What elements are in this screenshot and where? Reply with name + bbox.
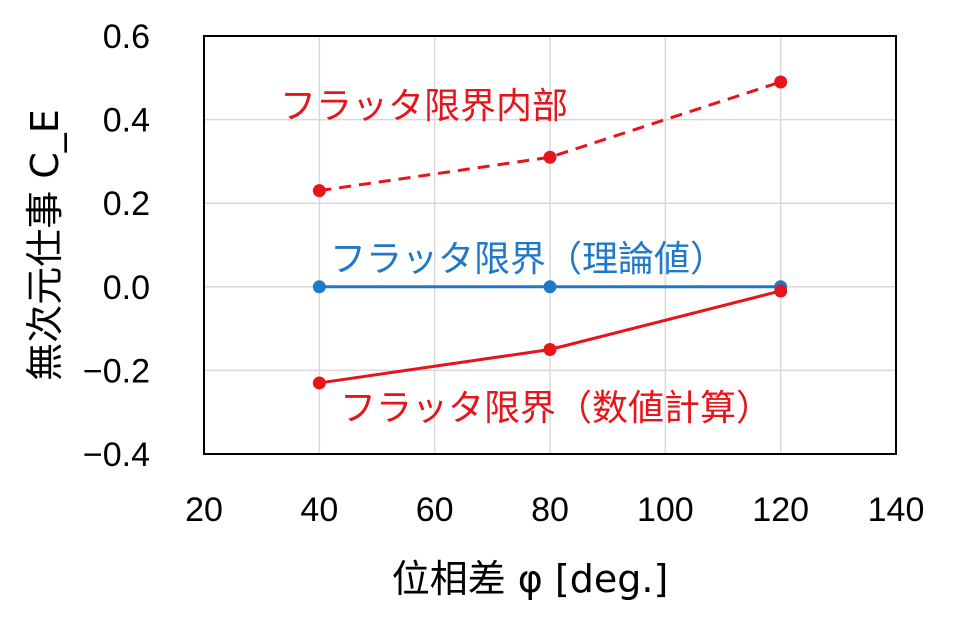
y-tick-label: 0.6 bbox=[103, 18, 150, 56]
x-tick-label: 120 bbox=[752, 491, 809, 529]
series-3-point bbox=[543, 343, 557, 356]
x-axis-title: 位相差 φ [deg.] bbox=[392, 557, 669, 601]
series-3-point bbox=[312, 376, 326, 390]
series-2-point bbox=[312, 280, 326, 294]
series-2-point bbox=[543, 280, 557, 294]
x-tick-label: 100 bbox=[637, 491, 694, 529]
series-3-point bbox=[774, 284, 788, 298]
y-axis-title: 無次元仕事 C_E bbox=[23, 109, 67, 381]
x-tick-label: 60 bbox=[416, 491, 454, 529]
y-tick-label: 0.2 bbox=[103, 185, 150, 223]
x-tick-label: 140 bbox=[868, 491, 925, 529]
annotation-flutter-theory: フラッタ限界（理論値） bbox=[330, 239, 726, 280]
plot-area-frame bbox=[203, 35, 897, 455]
series-1-point bbox=[543, 150, 557, 164]
annotation-flutter-numerical: フラッタ限界（数値計算） bbox=[340, 388, 772, 429]
series-layer bbox=[312, 75, 788, 390]
series-1-point bbox=[774, 75, 788, 89]
y-tick-label: 0.0 bbox=[103, 269, 150, 307]
x-tick-label: 40 bbox=[300, 491, 338, 529]
y-tick-labels: 0.6 0.4 0.2 0.0 −0.2 −0.4 bbox=[83, 18, 150, 474]
x-tick-labels: 20 40 60 80 100 120 140 bbox=[185, 491, 924, 529]
x-tick-label: 20 bbox=[185, 491, 223, 529]
x-tick-label: 80 bbox=[531, 491, 569, 529]
y-tick-label: −0.4 bbox=[83, 436, 150, 474]
series-1-point bbox=[312, 184, 326, 198]
y-tick-label: −0.2 bbox=[83, 352, 150, 390]
annotation-flutter-inner: フラッタ限界内部 bbox=[280, 86, 568, 127]
y-tick-label: 0.4 bbox=[103, 102, 150, 140]
